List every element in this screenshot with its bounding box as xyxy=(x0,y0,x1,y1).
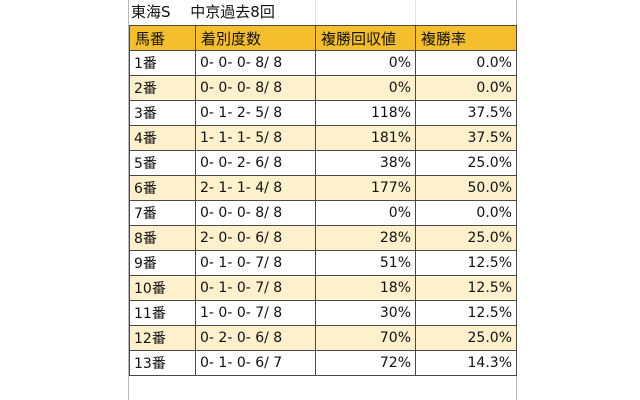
place-rate-cell: 0.0% xyxy=(415,50,517,76)
horse-number-cell: 11番 xyxy=(129,300,196,326)
horse-number-cell: 9番 xyxy=(129,250,196,276)
table-row: 7番 0- 0- 0- 8/ 8 0% 0.0% xyxy=(129,200,517,226)
place-rate-cell: 12.5% xyxy=(415,250,517,276)
table-row: 5番 0- 0- 2- 6/ 8 38% 25.0% xyxy=(129,150,517,176)
horse-number-cell: 8番 xyxy=(129,225,196,251)
place-return-cell: 177% xyxy=(315,175,416,201)
table-body: 1番 0- 0- 0- 8/ 8 0% 0.0% 2番 0- 0- 0- 8/ … xyxy=(129,50,517,376)
horse-number-cell: 2番 xyxy=(129,75,196,101)
finish-record-cell: 0- 1- 0- 7/ 8 xyxy=(195,250,316,276)
place-rate-cell: 25.0% xyxy=(415,150,517,176)
table-row: 12番 0- 2- 0- 6/ 8 70% 25.0% xyxy=(129,325,517,351)
finish-record-cell: 2- 1- 1- 4/ 8 xyxy=(195,175,316,201)
table-row: 8番 2- 0- 0- 6/ 8 28% 25.0% xyxy=(129,225,517,251)
place-rate-cell: 25.0% xyxy=(415,225,517,251)
finish-record-cell: 0- 1- 0- 6/ 7 xyxy=(195,350,316,376)
finish-record-cell: 0- 0- 0- 8/ 8 xyxy=(195,200,316,226)
horse-number-cell: 13番 xyxy=(129,350,196,376)
place-return-cell: 70% xyxy=(315,325,416,351)
place-return-cell: 72% xyxy=(315,350,416,376)
finish-record-cell: 0- 2- 0- 6/ 8 xyxy=(195,325,316,351)
place-rate-cell: 37.5% xyxy=(415,125,517,151)
table-row: 3番 0- 1- 2- 5/ 8 118% 37.5% xyxy=(129,100,517,126)
place-rate-cell: 12.5% xyxy=(415,300,517,326)
table-row: 2番 0- 0- 0- 8/ 8 0% 0.0% xyxy=(129,75,517,101)
results-table: 馬番 着別度数 複勝回収値 複勝率 1番 0- 0- 0- 8/ 8 0% 0.… xyxy=(129,25,517,376)
sheet-title: 東海S 中京過去8回 xyxy=(131,3,275,21)
table-row: 13番 0- 1- 0- 6/ 7 72% 14.3% xyxy=(129,350,517,376)
table-row: 4番 1- 1- 1- 5/ 8 181% 37.5% xyxy=(129,125,517,151)
place-rate-cell: 25.0% xyxy=(415,325,517,351)
place-return-cell: 28% xyxy=(315,225,416,251)
header-place-rate: 複勝率 xyxy=(415,25,517,51)
header-horse-number: 馬番 xyxy=(129,25,196,51)
place-return-cell: 51% xyxy=(315,250,416,276)
place-return-cell: 38% xyxy=(315,150,416,176)
place-rate-cell: 0.0% xyxy=(415,200,517,226)
horse-number-cell: 10番 xyxy=(129,275,196,301)
table-row: 10番 0- 1- 0- 7/ 8 18% 12.5% xyxy=(129,275,517,301)
table-row: 11番 1- 0- 0- 7/ 8 30% 12.5% xyxy=(129,300,517,326)
table-row: 9番 0- 1- 0- 7/ 8 51% 12.5% xyxy=(129,250,517,276)
place-rate-cell: 0.0% xyxy=(415,75,517,101)
place-return-cell: 0% xyxy=(315,75,416,101)
finish-record-cell: 0- 0- 2- 6/ 8 xyxy=(195,150,316,176)
finish-record-cell: 2- 0- 0- 6/ 8 xyxy=(195,225,316,251)
header-place-return: 複勝回収値 xyxy=(315,25,416,51)
blank-cell xyxy=(315,0,416,25)
horse-number-cell: 1番 xyxy=(129,50,196,76)
header-row: 馬番 着別度数 複勝回収値 複勝率 xyxy=(129,25,517,51)
table-row: 1番 0- 0- 0- 8/ 8 0% 0.0% xyxy=(129,50,517,76)
place-return-cell: 118% xyxy=(315,100,416,126)
place-rate-cell: 37.5% xyxy=(415,100,517,126)
spreadsheet: 東海S 中京過去8回 馬番 着別度数 複勝回収値 複勝率 1番 0- 0- 0-… xyxy=(128,0,517,400)
finish-record-cell: 0- 0- 0- 8/ 8 xyxy=(195,50,316,76)
horse-number-cell: 6番 xyxy=(129,175,196,201)
finish-record-cell: 1- 1- 1- 5/ 8 xyxy=(195,125,316,151)
finish-record-cell: 0- 1- 0- 7/ 8 xyxy=(195,275,316,301)
finish-record-cell: 0- 0- 0- 8/ 8 xyxy=(195,75,316,101)
finish-record-cell: 0- 1- 2- 5/ 8 xyxy=(195,100,316,126)
horse-number-cell: 3番 xyxy=(129,100,196,126)
title-row: 東海S 中京過去8回 xyxy=(129,0,516,25)
place-return-cell: 181% xyxy=(315,125,416,151)
title-cell-bg xyxy=(129,0,316,25)
place-return-cell: 0% xyxy=(315,50,416,76)
horse-number-cell: 4番 xyxy=(129,125,196,151)
place-rate-cell: 50.0% xyxy=(415,175,517,201)
finish-record-cell: 1- 0- 0- 7/ 8 xyxy=(195,300,316,326)
table-row: 6番 2- 1- 1- 4/ 8 177% 50.0% xyxy=(129,175,517,201)
header-finish-record: 着別度数 xyxy=(195,25,316,51)
place-rate-cell: 14.3% xyxy=(415,350,517,376)
horse-number-cell: 7番 xyxy=(129,200,196,226)
place-return-cell: 30% xyxy=(315,300,416,326)
horse-number-cell: 5番 xyxy=(129,150,196,176)
place-rate-cell: 12.5% xyxy=(415,275,517,301)
place-return-cell: 18% xyxy=(315,275,416,301)
place-return-cell: 0% xyxy=(315,200,416,226)
horse-number-cell: 12番 xyxy=(129,325,196,351)
